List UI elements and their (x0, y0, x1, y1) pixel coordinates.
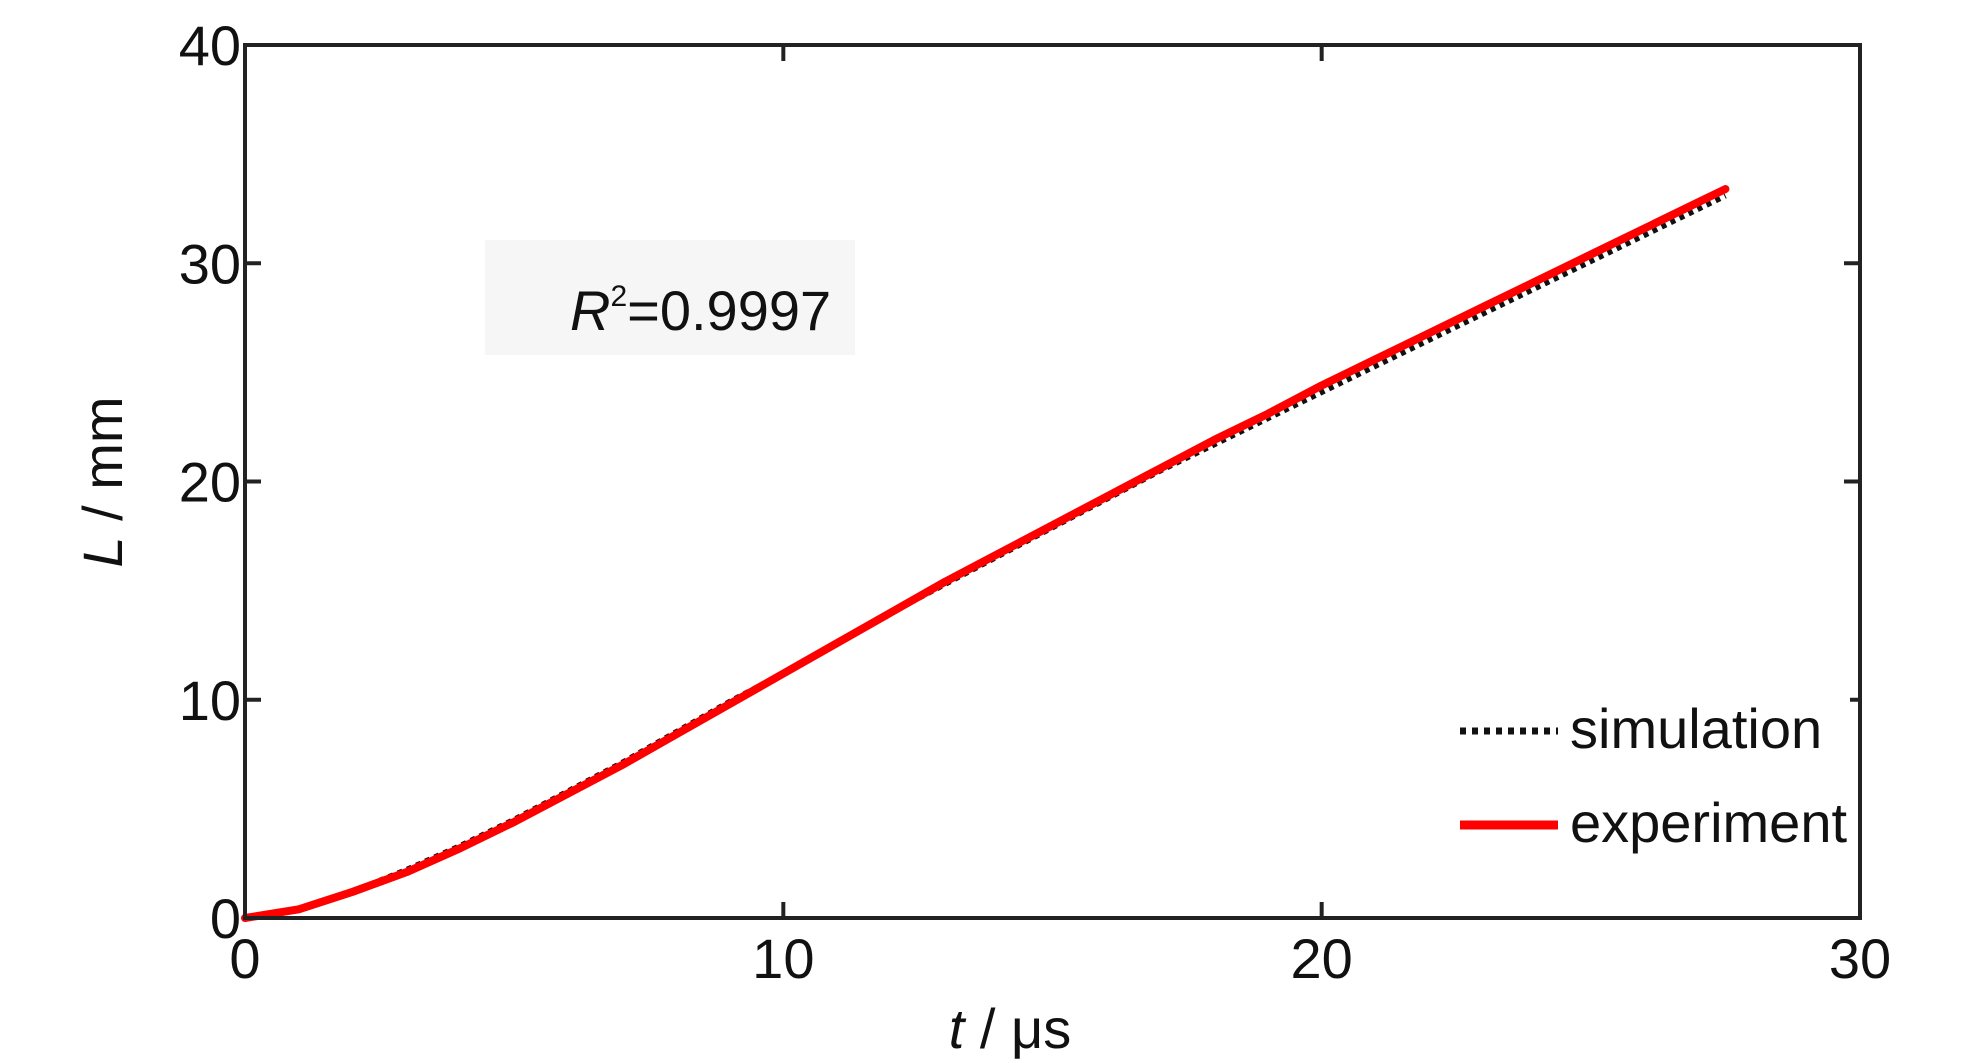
x-tick-label-30: 30 (1829, 927, 1891, 990)
legend-label-experiment: experiment (1570, 791, 1847, 854)
x-tick-label-0: 0 (229, 927, 260, 990)
plot-frame (243, 43, 1862, 920)
x-tick-label-10: 10 (752, 927, 814, 990)
y-tick-label-20: 20 (179, 451, 241, 514)
legend-label-simulation: simulation (1570, 697, 1822, 760)
x-axis-variable: t (949, 997, 967, 1060)
legend-box (1450, 680, 1850, 870)
series-line-experiment (241, 185, 1730, 922)
x-axis-label: t / μs (949, 997, 1072, 1060)
y-axis-label: L / mm (71, 396, 134, 567)
y-tick-label-40: 40 (179, 14, 241, 77)
r-squared-exponent: 2 (610, 280, 627, 313)
r-squared-annotation: R2=0.9997 (570, 279, 831, 342)
annotation-box (485, 240, 855, 355)
y-axis-unit: / mm (71, 396, 134, 536)
series-line-simulation (244, 192, 1727, 921)
y-tick-label-30: 30 (179, 232, 241, 295)
y-axis-variable: L (71, 536, 134, 567)
y-tick-label-10: 10 (179, 669, 241, 732)
x-tick-label-20: 20 (1291, 927, 1353, 990)
y-tick-label-0: 0 (210, 887, 241, 950)
r-squared-symbol: R (570, 279, 610, 342)
x-axis-unit: / μs (964, 997, 1071, 1060)
r-squared-value: =0.9997 (627, 279, 831, 342)
series-layer (241, 185, 1730, 922)
